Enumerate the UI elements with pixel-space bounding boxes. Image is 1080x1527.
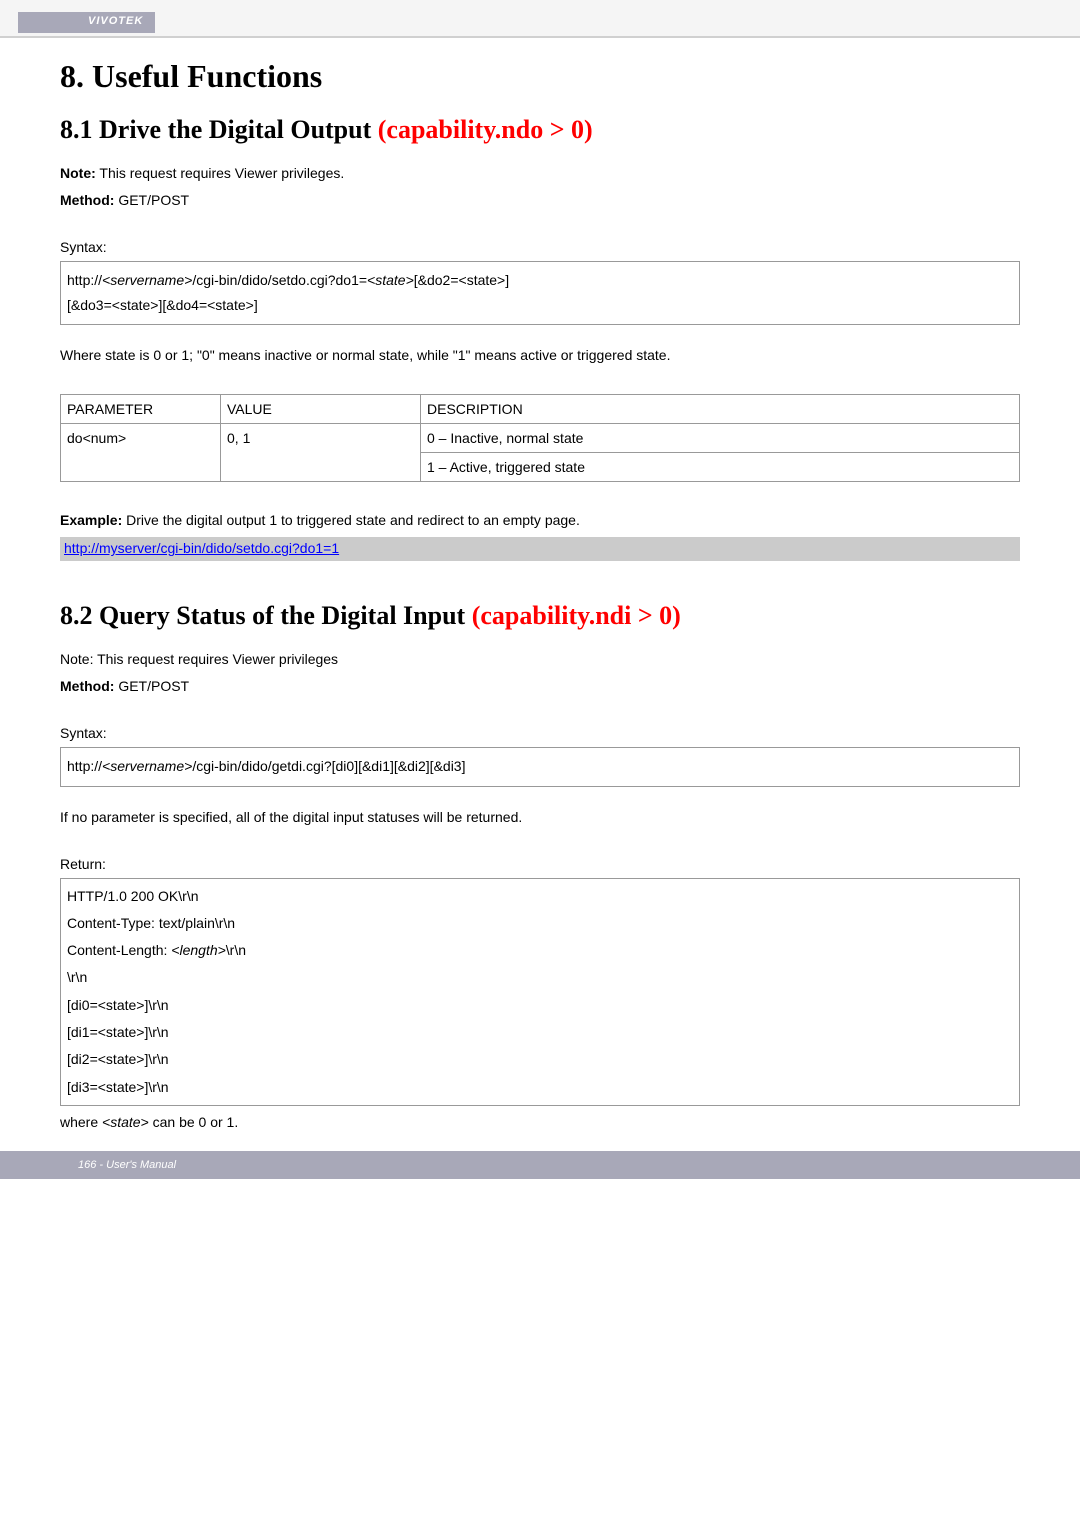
return-line: Content-Length: <length>\r\n — [67, 937, 1013, 964]
return-line: \r\n — [67, 964, 1013, 991]
syntax-box-82: http://<servername>/cgi-bin/dido/getdi.c… — [60, 747, 1020, 786]
table-row: do<num> 0, 1 0 – Inactive, normal state — [61, 424, 1020, 453]
note-82: Note: This request requires Viewer privi… — [60, 649, 1020, 670]
table-header: VALUE — [221, 395, 421, 424]
section-81-title-black: 8.1 Drive the Digital Output — [60, 115, 378, 144]
method-prefix-82: Method: — [60, 678, 114, 694]
syntax-label-82: Syntax: — [60, 725, 1020, 741]
section-82-title-black: 8.2 Query Status of the Digital Input — [60, 601, 472, 630]
footer-bar: 166 - User's Manual — [0, 1151, 1080, 1179]
return-line: [di3=<state>]\r\n — [67, 1074, 1013, 1101]
content-area: 8. Useful Functions 8.1 Drive the Digita… — [0, 38, 1080, 1133]
note-text: This request requires Viewer privileges. — [96, 165, 345, 181]
method-text: GET/POST — [114, 192, 189, 208]
table-header: DESCRIPTION — [421, 395, 1020, 424]
where-part: can be 0 or 1. — [149, 1114, 239, 1130]
syntax-line-2: [&do3=<state>][&do4=<state>] — [67, 293, 1013, 318]
return-part: \r\n — [226, 942, 246, 958]
note-prefix: Note: — [60, 165, 96, 181]
method-82: Method: GET/POST — [60, 676, 1020, 697]
example-link[interactable]: http://myserver/cgi-bin/dido/setdo.cgi?d… — [64, 540, 339, 556]
table-cell: 1 – Active, triggered state — [421, 453, 1020, 482]
return-part-italic: <length> — [171, 942, 226, 958]
return-part: Content-Length: — [67, 942, 171, 958]
where-part: where — [60, 1114, 102, 1130]
return-box: HTTP/1.0 200 OK\r\n Content-Type: text/p… — [60, 878, 1020, 1106]
syntax-box-81: http://<servername>/cgi-bin/dido/setdo.c… — [60, 261, 1020, 325]
syntax-part: /cgi-bin/dido/getdi.cgi?[di0][&di1][&di2… — [192, 758, 465, 774]
param-table-81: PARAMETER VALUE DESCRIPTION do<num> 0, 1… — [60, 394, 1020, 482]
return-line: [di0=<state>]\r\n — [67, 992, 1013, 1019]
note-81: Note: This request requires Viewer privi… — [60, 163, 1020, 184]
return-line: Content-Type: text/plain\r\n — [67, 910, 1013, 937]
table-cell: 0, 1 — [221, 424, 421, 482]
section-81-title-red: (capability.ndo > 0) — [378, 115, 593, 144]
syntax-line-82: http://<servername>/cgi-bin/dido/getdi.c… — [67, 754, 1013, 779]
table-cell: 0 – Inactive, normal state — [421, 424, 1020, 453]
method-prefix: Method: — [60, 192, 114, 208]
method-text-82: GET/POST — [114, 678, 189, 694]
where-text-82: where <state> can be 0 or 1. — [60, 1112, 1020, 1133]
section-82-title-red: (capability.ndi > 0) — [472, 601, 681, 630]
syntax-part-italic: <state> — [367, 272, 414, 288]
noparam-text: If no parameter is specified, all of the… — [60, 807, 1020, 828]
table-cell: do<num> — [61, 424, 221, 482]
footer-text: 166 - User's Manual — [78, 1159, 176, 1171]
syntax-part: http:// — [67, 758, 102, 774]
example-link-box: http://myserver/cgi-bin/dido/setdo.cgi?d… — [60, 537, 1020, 561]
syntax-label-81: Syntax: — [60, 239, 1020, 255]
example-text: Drive the digital output 1 to triggered … — [122, 512, 580, 528]
syntax-part: [&do2=<state>] — [414, 272, 509, 288]
syntax-part: /cgi-bin/dido/setdo.cgi?do1= — [192, 272, 367, 288]
return-line: [di1=<state>]\r\n — [67, 1019, 1013, 1046]
return-line: [di2=<state>]\r\n — [67, 1046, 1013, 1073]
where-part-italic: <state> — [102, 1114, 149, 1130]
where-text-81: Where state is 0 or 1; "0" means inactiv… — [60, 345, 1020, 366]
section-82-title: 8.2 Query Status of the Digital Input (c… — [60, 601, 1020, 631]
syntax-line-1: http://<servername>/cgi-bin/dido/setdo.c… — [67, 268, 1013, 293]
table-header: PARAMETER — [61, 395, 221, 424]
syntax-part: http:// — [67, 272, 102, 288]
example-prefix: Example: — [60, 512, 122, 528]
section-8-title: 8. Useful Functions — [60, 58, 1020, 95]
section-81-title: 8.1 Drive the Digital Output (capability… — [60, 115, 1020, 145]
table-header-row: PARAMETER VALUE DESCRIPTION — [61, 395, 1020, 424]
return-label: Return: — [60, 856, 1020, 872]
header-bar: VIVOTEK — [0, 0, 1080, 38]
return-line: HTTP/1.0 200 OK\r\n — [67, 883, 1013, 910]
syntax-part-italic: <servername> — [102, 272, 192, 288]
example-81: Example: Drive the digital output 1 to t… — [60, 510, 1020, 531]
syntax-part-italic: <servername> — [102, 758, 192, 774]
method-81: Method: GET/POST — [60, 190, 1020, 211]
brand-label: VIVOTEK — [18, 12, 155, 33]
